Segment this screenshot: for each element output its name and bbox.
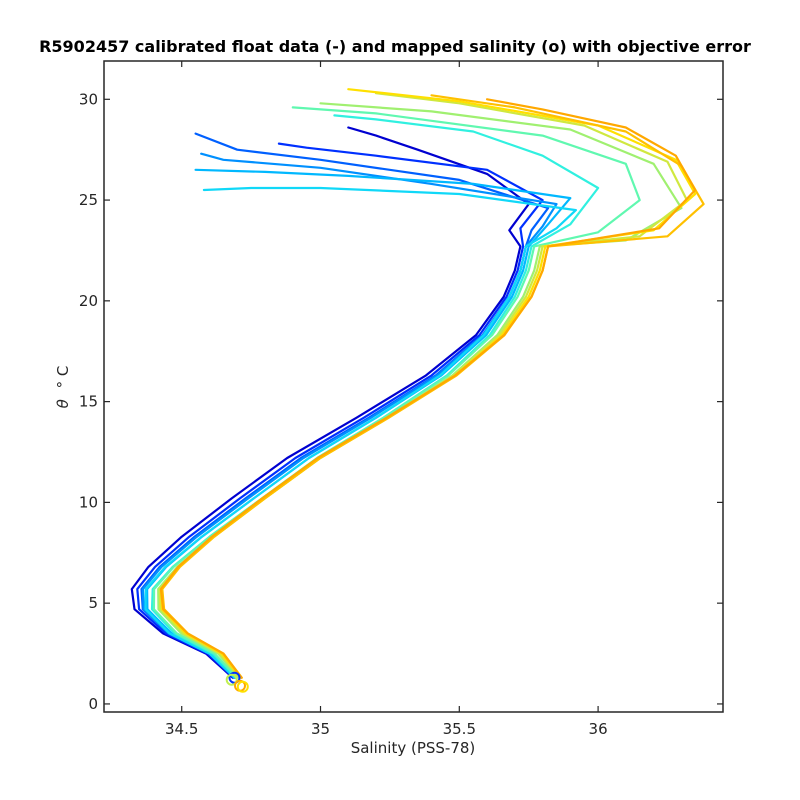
x-tick-label: 35.5 xyxy=(443,720,476,738)
x-axis: 34.5 35 35.5 36 xyxy=(165,61,608,738)
y-tick-label: 0 xyxy=(88,695,98,713)
svg-text:θ ° C: θ ° C xyxy=(54,366,72,409)
y-axis-label-symbol: θ xyxy=(54,399,72,408)
y-tick-label: 5 xyxy=(88,594,98,612)
profile-line-1 xyxy=(130,126,530,679)
profile-line-13 xyxy=(159,98,697,679)
y-tick-label: 20 xyxy=(79,292,98,310)
mapped-point-2 xyxy=(225,673,238,686)
x-tick-label: 35 xyxy=(311,720,330,738)
x-axis-label: Salinity (PSS-78) xyxy=(351,739,476,757)
y-tick-label: 30 xyxy=(79,90,98,108)
profile-line-6 xyxy=(144,186,577,679)
profile-line-2 xyxy=(136,142,544,679)
mapped-point-4 xyxy=(236,680,249,693)
x-tick-label: 34.5 xyxy=(165,720,198,738)
y-axis: 0 5 10 15 20 25 30 xyxy=(79,90,723,713)
profile-line-4 xyxy=(141,152,558,679)
y-axis-label-unit: ° C xyxy=(54,366,72,389)
profile-line-8 xyxy=(152,106,641,679)
mapped-point-1 xyxy=(228,671,241,684)
y-tick-label: 15 xyxy=(79,393,98,411)
x-tick-label: 36 xyxy=(589,720,608,738)
profile-lines xyxy=(130,88,705,679)
y-tick-label: 10 xyxy=(79,493,98,511)
chart-title: R5902457 calibrated float data (-) and m… xyxy=(39,37,751,56)
mapped-salinity-points xyxy=(225,671,249,693)
y-axis-label: θ ° C xyxy=(54,366,72,409)
y-tick-label: 25 xyxy=(79,191,98,209)
